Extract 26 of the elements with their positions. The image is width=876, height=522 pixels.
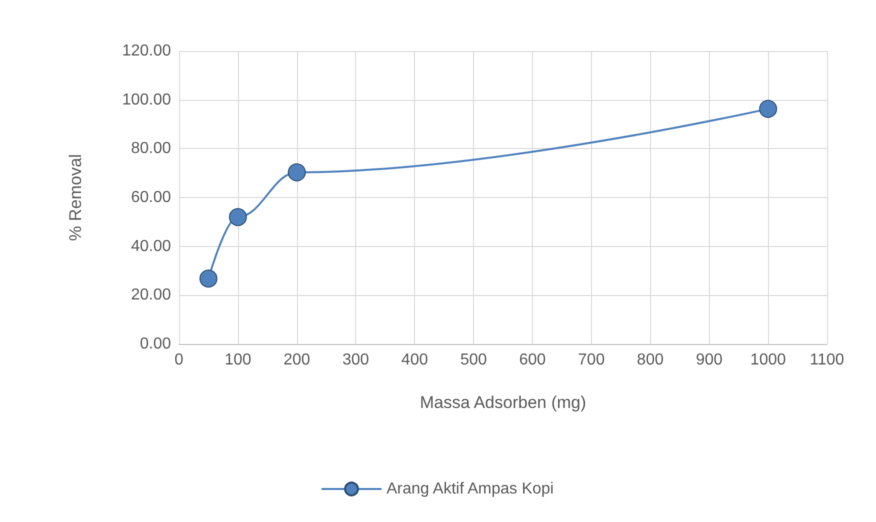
x-tick-label: 800	[636, 352, 664, 368]
x-tick-label: 0	[174, 352, 184, 368]
legend-label: Arang Aktif Ampas Kopi	[386, 480, 554, 498]
x-tick-label: 100	[224, 352, 252, 368]
x-tick-label: 400	[401, 352, 428, 368]
y-tick-label: 100.00	[122, 91, 172, 108]
x-tick-label: 200	[283, 352, 310, 368]
y-tick-label: 80.00	[130, 140, 172, 158]
x-axis-title: Massa Adsorben (mg)	[420, 393, 586, 412]
x-tick-label: 600	[519, 352, 546, 368]
x-tick-label: 900	[696, 352, 723, 368]
point	[228, 208, 247, 226]
x-tick-label: 300	[342, 352, 370, 368]
point	[759, 100, 778, 118]
point	[199, 270, 218, 288]
x-tick-label: 1100	[810, 352, 844, 368]
x-tick-label: 500	[460, 352, 487, 368]
y-tick-label: 40.00	[130, 238, 172, 255]
y-tick-label: 60.00	[130, 189, 172, 206]
y-tick-label: 120.00	[122, 42, 172, 60]
x-tick-label: 1000	[750, 352, 786, 368]
point	[288, 163, 306, 182]
y-axis-title: % Removal	[66, 154, 85, 241]
y-tick-label: 0.00	[140, 336, 172, 352]
x-tick-label: 700	[578, 352, 605, 368]
y-tick-label: 20.00	[130, 286, 172, 304]
